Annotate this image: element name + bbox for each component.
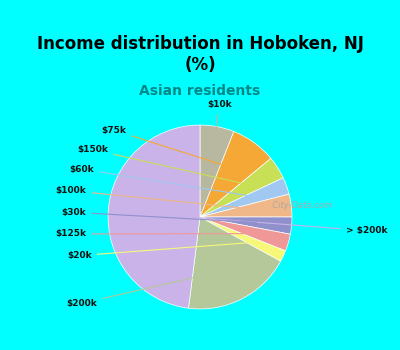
Wedge shape bbox=[200, 217, 292, 234]
Text: Asian residents: Asian residents bbox=[139, 84, 261, 98]
Wedge shape bbox=[200, 125, 234, 217]
Text: $30k: $30k bbox=[62, 208, 256, 223]
Wedge shape bbox=[188, 217, 280, 309]
Text: $150k: $150k bbox=[77, 145, 248, 184]
Text: $75k: $75k bbox=[102, 126, 232, 168]
Text: $20k: $20k bbox=[67, 243, 251, 260]
Text: $10k: $10k bbox=[207, 100, 232, 156]
Wedge shape bbox=[108, 125, 200, 308]
Text: $200k: $200k bbox=[66, 271, 224, 308]
Wedge shape bbox=[200, 159, 283, 217]
Wedge shape bbox=[200, 194, 292, 217]
Text: $100k: $100k bbox=[56, 186, 256, 209]
Text: $125k: $125k bbox=[56, 230, 254, 238]
Wedge shape bbox=[200, 217, 290, 251]
Text: $60k: $60k bbox=[69, 164, 253, 196]
Wedge shape bbox=[200, 178, 289, 217]
Wedge shape bbox=[200, 217, 286, 261]
Text: > $200k: > $200k bbox=[143, 214, 388, 235]
Text: Income distribution in Hoboken, NJ
(%): Income distribution in Hoboken, NJ (%) bbox=[36, 35, 364, 74]
Wedge shape bbox=[200, 132, 271, 217]
Text: City-Data.com: City-Data.com bbox=[267, 201, 332, 210]
